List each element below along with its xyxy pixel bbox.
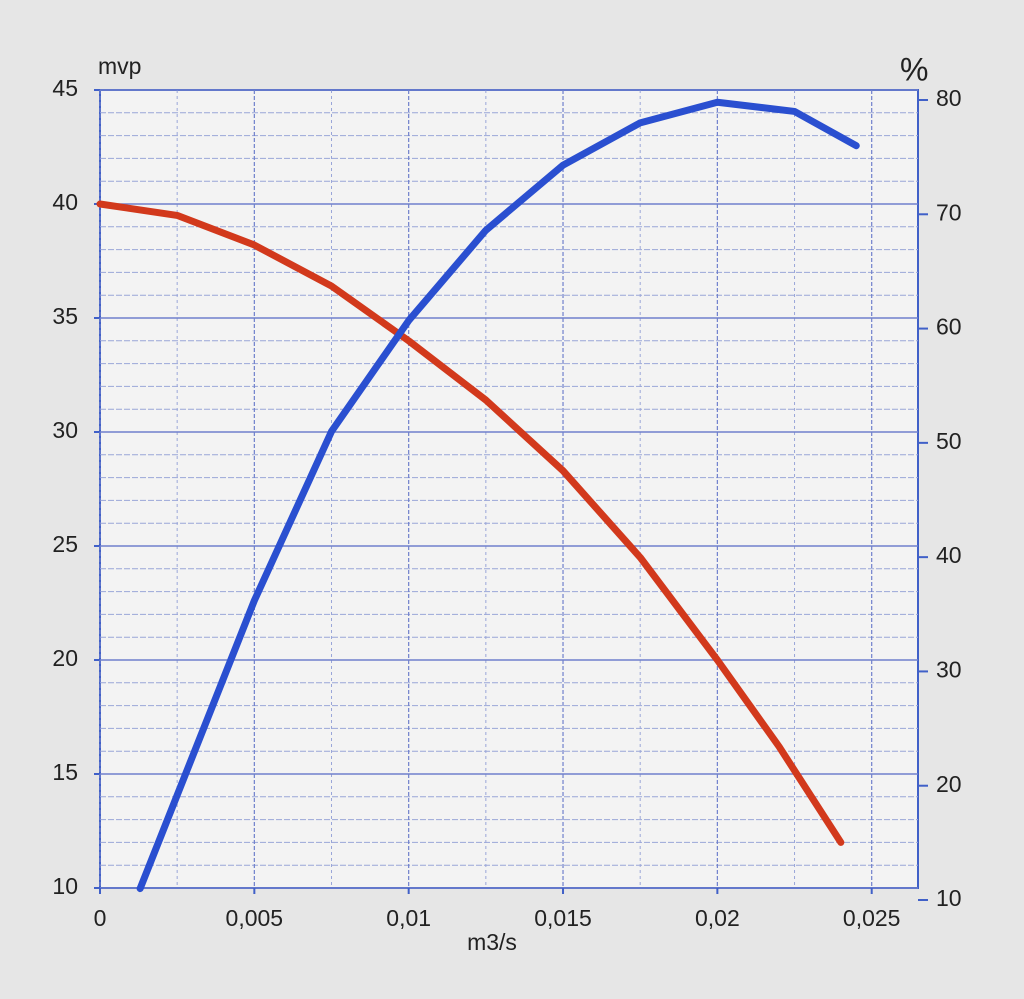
x-tick-label: 0,025 <box>843 905 901 931</box>
y-tick-label: 35 <box>52 303 78 329</box>
x-tick-label: 0,015 <box>534 905 592 931</box>
x-tick-label: 0 <box>94 905 107 931</box>
y-tick-label: 10 <box>52 873 78 899</box>
y-tick-label: 20 <box>52 645 78 671</box>
y2-tick-label: 50 <box>936 428 962 454</box>
x-tick-label: 0,005 <box>226 905 284 931</box>
x-tick-label: 0,01 <box>386 905 431 931</box>
y-tick-label: 15 <box>52 759 78 785</box>
y2-tick-label: 30 <box>936 657 962 683</box>
y-tick-label: 30 <box>52 417 78 443</box>
y2-axis-title: % <box>900 51 928 87</box>
line-series <box>136 98 860 893</box>
y-tick-label: 25 <box>52 531 78 557</box>
y2-tick-label: 60 <box>936 314 962 340</box>
x-axis-title: m3/s <box>467 929 517 955</box>
y-tick-label: 45 <box>52 75 78 101</box>
y-axis-title: mvp <box>98 53 141 79</box>
y2-tick-label: 80 <box>936 85 962 111</box>
y2-tick-label: 70 <box>936 199 962 225</box>
y2-tick-label: 20 <box>936 771 962 797</box>
y2-tick-label: 40 <box>936 542 962 568</box>
line-series <box>96 200 845 846</box>
y-tick-label: 40 <box>52 189 78 215</box>
x-tick-label: 0,02 <box>695 905 740 931</box>
y2-tick-label: 10 <box>936 885 962 911</box>
